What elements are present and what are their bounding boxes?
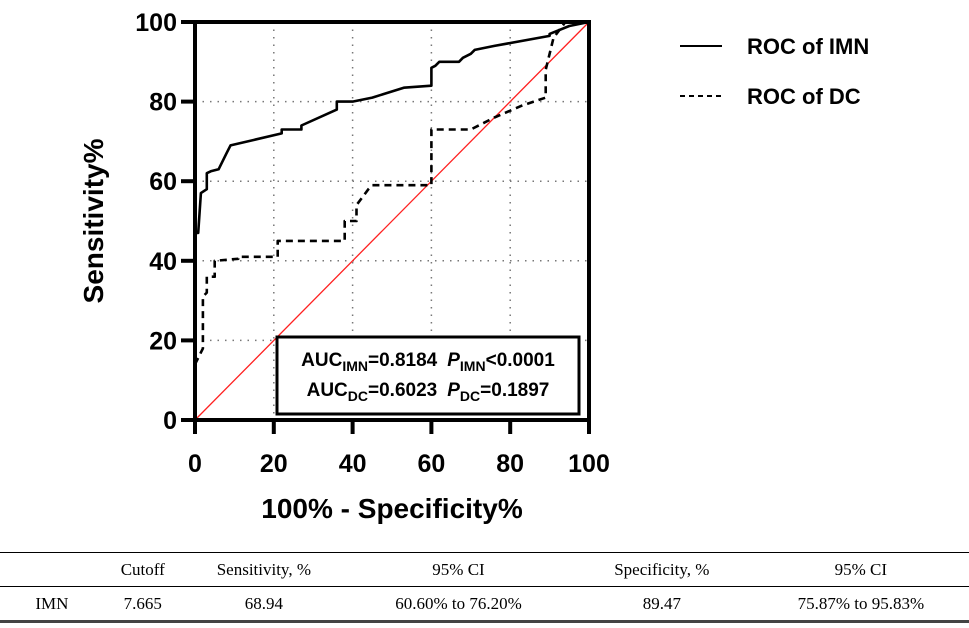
stats-table: Cutoff Sensitivity, % 95% CI Specificity… (0, 552, 969, 623)
svg-text:100: 100 (135, 9, 177, 37)
legend-label-dc: ROC of DC (747, 84, 861, 109)
reference-diagonal-line (194, 21, 590, 421)
table-header-row: Cutoff Sensitivity, % 95% CI Specificity… (0, 552, 969, 587)
x-axis-ticks: 0 20 40 60 80 100 (188, 420, 610, 478)
legend: ROC of IMN ROC of DC (680, 34, 869, 109)
annotation-line-1: AUCIMN=0.8184 PIMN<0.0001 (301, 350, 555, 374)
legend-label-imn: ROC of IMN (747, 34, 869, 59)
svg-text:0: 0 (188, 450, 202, 478)
header-group (0, 553, 104, 587)
header-specificity-ci: 95% CI (834, 559, 888, 579)
svg-text:60: 60 (417, 450, 445, 478)
cell-sensitivity-ci: 60.60% to 76.20% (395, 593, 522, 613)
cell-specificity: 89.47 (642, 593, 681, 613)
svg-text:0: 0 (163, 407, 177, 435)
header-sensitivity: Sensitivity, % (216, 559, 311, 579)
header-cutoff: Cutoff (120, 559, 165, 579)
svg-text:100: 100 (568, 450, 610, 478)
axes (193, 20, 591, 422)
header-sensitivity-ci: 95% CI (432, 559, 485, 579)
roc-imn-curve (195, 20, 590, 235)
svg-text:20: 20 (260, 450, 288, 478)
svg-text:80: 80 (149, 89, 177, 117)
roc-dc-curve (193, 21, 567, 365)
x-axis-title: 100% - Specificity% (261, 493, 523, 524)
svg-text:20: 20 (149, 327, 177, 355)
svg-text:80: 80 (496, 450, 524, 478)
auc-annotation-box: AUCIMN=0.8184 PIMN<0.0001 AUCDC=0.6023 PDC… (275, 335, 581, 416)
table-row: IMN 7.665 68.94 60.60% to 76.20% 89.47 7… (0, 587, 969, 622)
annotation-line-2: AUCDC=0.6023 PDC=0.1897 (307, 380, 550, 404)
stats-table-container: Cutoff Sensitivity, % 95% CI Specificity… (0, 552, 969, 623)
svg-text:40: 40 (339, 450, 367, 478)
header-specificity: Specificity, % (614, 559, 710, 579)
cell-sensitivity: 68.94 (244, 593, 283, 613)
y-axis-title: Sensitivity% (78, 138, 109, 303)
svg-text:60: 60 (149, 168, 177, 196)
cell-specificity-ci: 75.87% to 95.83% (797, 593, 925, 613)
cell-cutoff: 7.665 (123, 593, 162, 613)
cell-group: IMN (35, 593, 69, 613)
roc-chart: 0 20 40 60 80 100 0 20 40 60 80 100 100% - Specifi… (78, 9, 869, 524)
y-axis-ticks: 0 20 40 60 80 100 (135, 9, 195, 435)
svg-text:40: 40 (149, 248, 177, 276)
